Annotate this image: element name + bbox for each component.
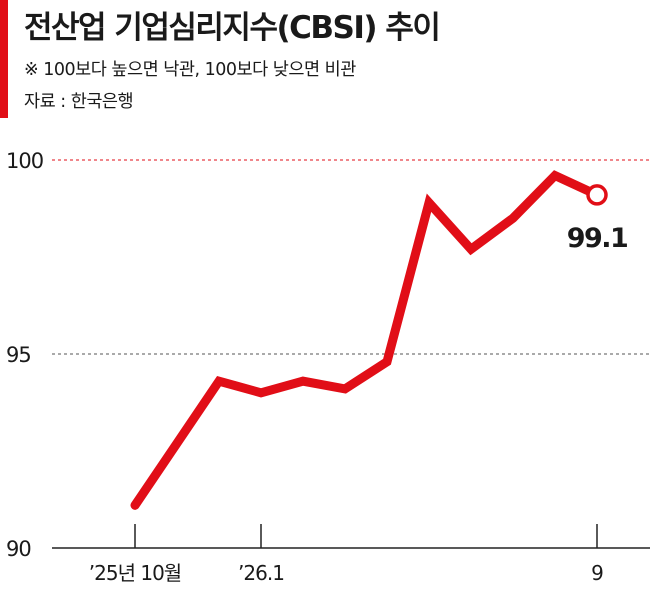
series-line	[130, 170, 602, 510]
y-tick-label-90: 90	[6, 537, 31, 561]
y-tick-label-100: 100	[6, 149, 43, 173]
accent-bar	[0, 0, 8, 118]
chart-title: 전산업 기업심리지수(CBSI) 추이	[24, 10, 441, 46]
x-tick-label-11: 9	[591, 561, 603, 585]
chart-source: 자료 : 한국은행	[24, 92, 134, 112]
y-tick-label-95: 95	[6, 343, 31, 367]
chart-note: ※ 100보다 높으면 낙관, 100보다 낮으면 비관	[24, 60, 356, 80]
x-tick-label-0: ’25년 10월	[89, 561, 181, 585]
last-value-label: 99.1	[567, 223, 628, 254]
x-tick-label-3: ’26.1	[238, 561, 284, 585]
last-point-marker	[586, 184, 608, 206]
